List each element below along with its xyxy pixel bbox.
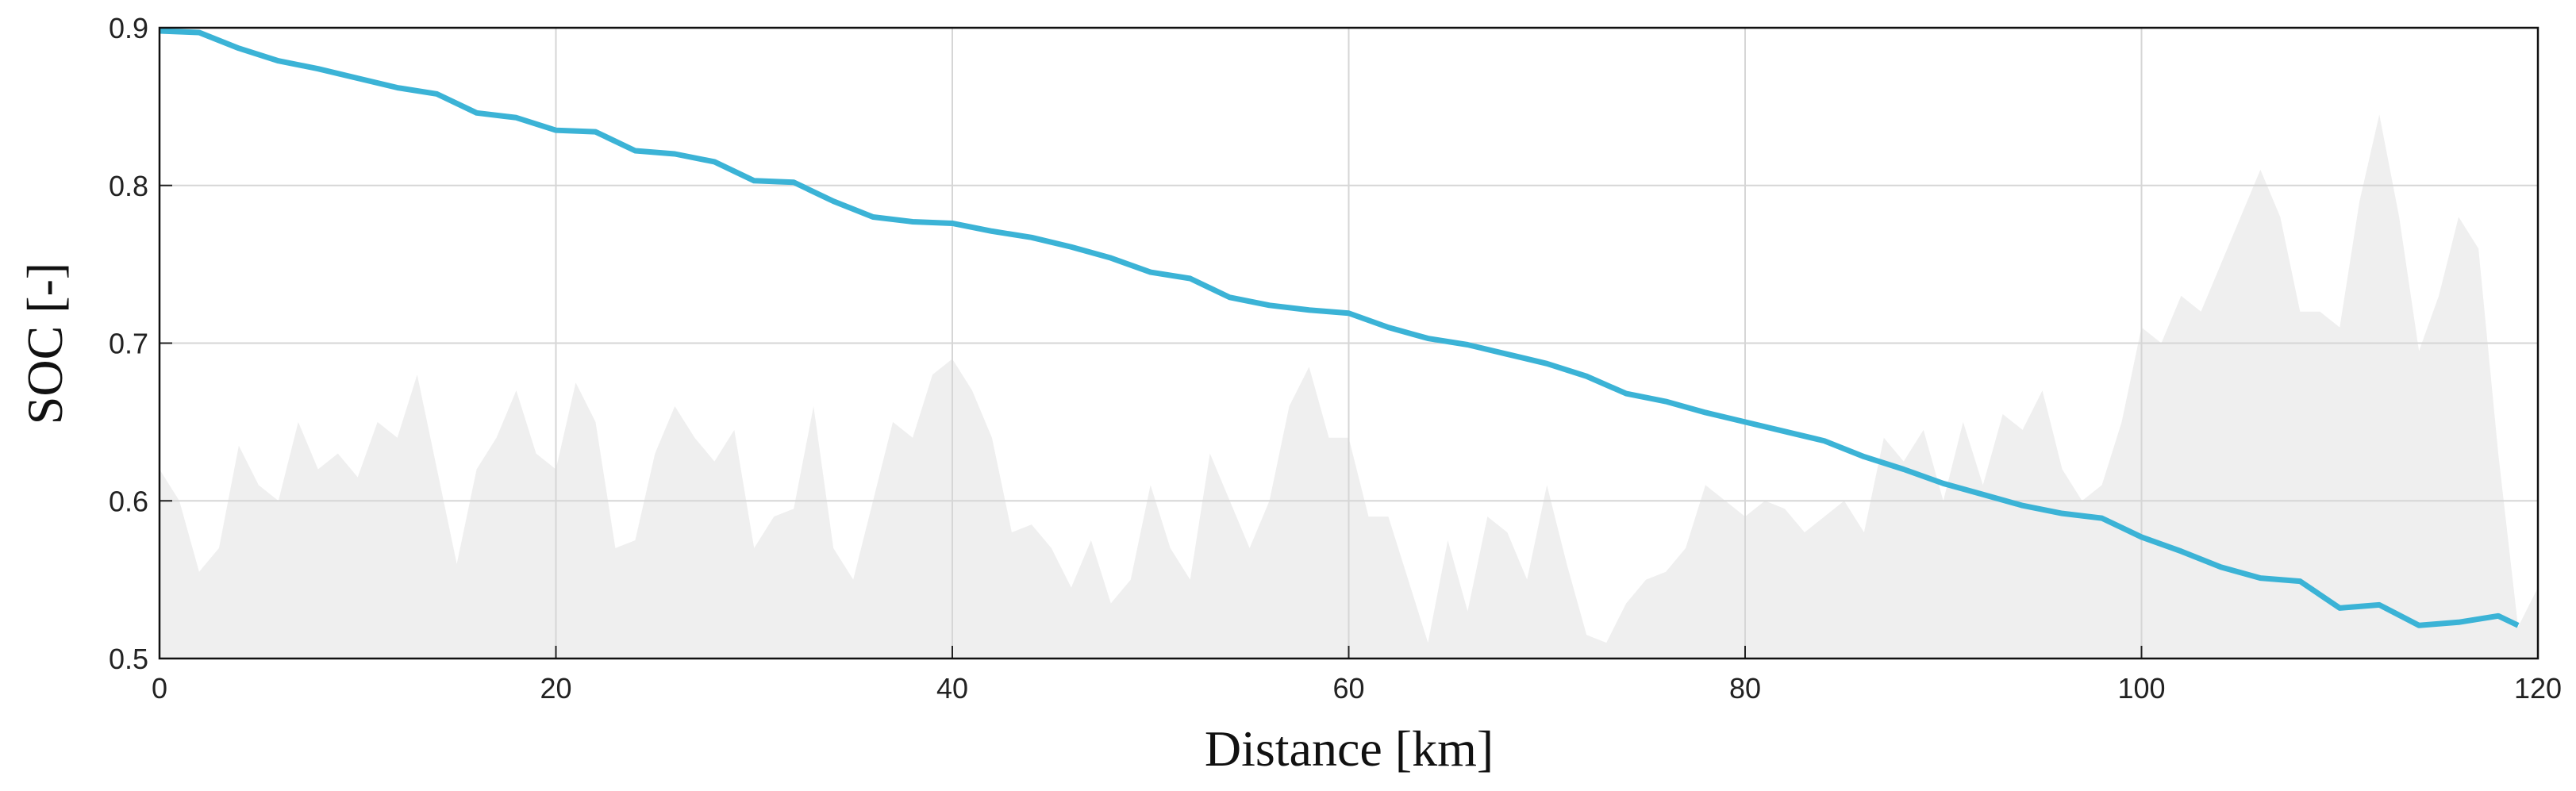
y-tick-label: 0.7 [109, 328, 148, 360]
x-tick-label: 120 [2514, 672, 2562, 705]
y-axis-label: SOC [-] [17, 263, 73, 424]
y-tick-label: 0.8 [109, 170, 148, 202]
x-tick-label: 0 [152, 672, 167, 705]
elevation-area [160, 114, 2538, 659]
plot-frame [158, 26, 2539, 660]
x-tick-label: 20 [540, 672, 571, 705]
soc-line [159, 28, 2520, 628]
y-tick-label: 0.6 [109, 485, 148, 517]
x-tick-label: 60 [1332, 672, 1364, 705]
x-tick-label: 40 [936, 672, 968, 705]
x-tick-label: 100 [2117, 672, 2165, 705]
x-tick-label: 80 [1729, 672, 1761, 705]
y-tick-label: 0.9 [109, 12, 148, 44]
y-tick-label: 0.5 [109, 643, 148, 675]
x-axis-label: Distance [km] [1205, 720, 1494, 777]
